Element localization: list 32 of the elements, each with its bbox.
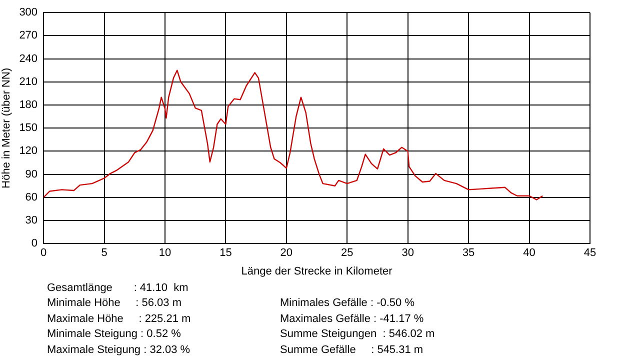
y-tick-label: 60 (25, 191, 38, 204)
y-tick-label: 30 (25, 214, 38, 227)
text: Gesamtlänge : 41.10 km (47, 281, 190, 296)
text: Maximales Gefälle : -41.17 % (280, 312, 425, 327)
y-tick-label: 0 (31, 238, 38, 250)
text: Summe Steigungen : 546.02 m (280, 327, 435, 342)
text: Minimale Steigung : 0.52 % (47, 327, 182, 342)
x-tick-label: 10 (158, 247, 172, 260)
y-tick-label: 150 (19, 122, 38, 134)
y-tick-label: 120 (19, 145, 38, 158)
y-tick-label: 90 (25, 168, 38, 180)
y-axis-title: Höhe in Meter (über NN) (0, 68, 13, 188)
x-tick-label: 45 (584, 247, 596, 260)
y-tick-label: 240 (19, 52, 38, 65)
x-tick-label: 0 (40, 247, 47, 260)
x-tick-label: 30 (402, 247, 414, 260)
x-tick-label: 20 (280, 247, 293, 260)
text: Summe Gefälle : 545.31 m (280, 342, 424, 358)
x-tick-label: 15 (220, 247, 232, 260)
text: Maximale Höhe : 225.21 m (47, 312, 192, 327)
text: Minimales Gefälle : -0.50 % (280, 296, 416, 312)
y-tick-label: 300 (19, 6, 38, 19)
x-axis-title: Länge der Strecke in Kilometer (241, 265, 393, 278)
y-tick-label: 210 (19, 76, 38, 88)
y-tick-label: 270 (19, 30, 38, 42)
text: Minimale Höhe : 56.03 m (47, 296, 183, 312)
text: Maximale Steigung : 32.03 % (47, 342, 192, 358)
y-tick-label: 180 (19, 99, 38, 112)
x-tick-label: 25 (341, 247, 354, 260)
x-tick-label: 35 (462, 247, 475, 260)
x-tick-label: 5 (101, 247, 108, 260)
x-tick-label: 40 (523, 247, 536, 260)
